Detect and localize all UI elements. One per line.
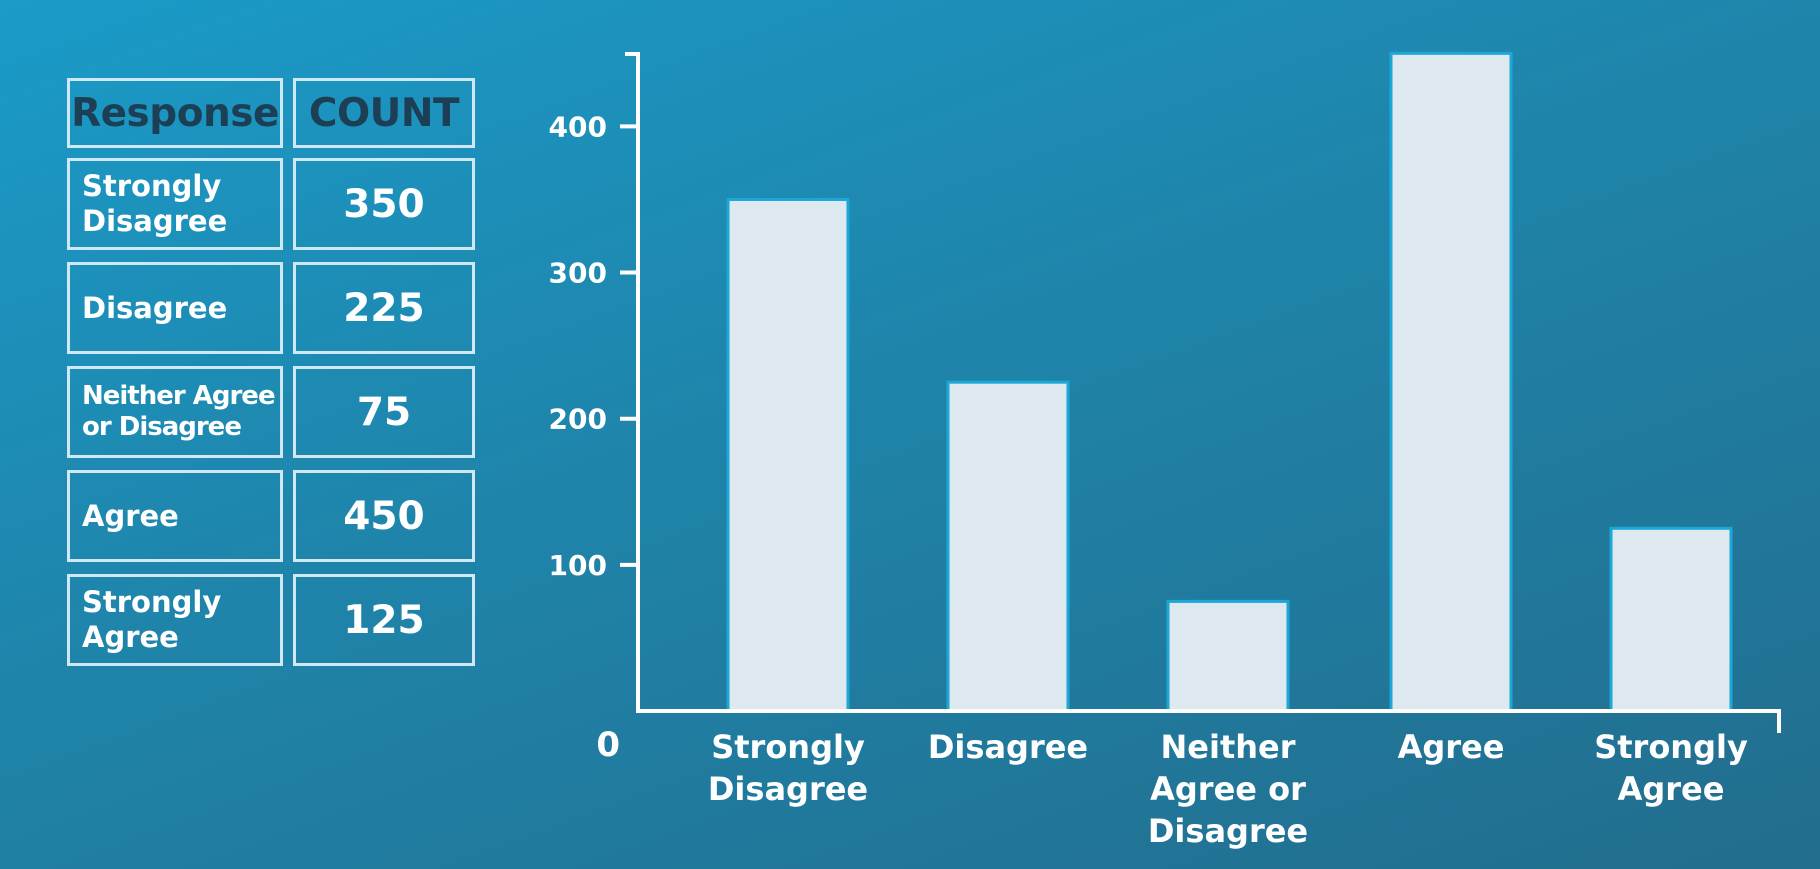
table-row-count: 125: [293, 574, 475, 666]
bar: [726, 197, 850, 713]
y-tick-label: 300: [549, 257, 607, 290]
table-row-count: 350: [293, 158, 475, 250]
table-header-response: Response: [67, 78, 283, 148]
bar: [1389, 51, 1513, 713]
table-row-count: 75: [293, 366, 475, 458]
table-row-response: Strongly Disagree: [67, 158, 283, 250]
bar: [1609, 526, 1733, 713]
y-tick-label: 100: [549, 549, 607, 582]
x-category-label: Strongly Agree: [1594, 728, 1748, 808]
table-row-response: Strongly Agree: [67, 574, 283, 666]
x-category-label: Neither Agree or Disagree: [1148, 728, 1308, 850]
y-tick-label: 0: [596, 725, 620, 765]
x-category-label: Strongly Disagree: [708, 728, 868, 808]
y-tick-label: 400: [549, 110, 607, 143]
table-row-count: 225: [293, 262, 475, 354]
table-row-response: Disagree: [67, 262, 283, 354]
x-category-label: Disagree: [928, 728, 1088, 766]
x-category-label: Agree: [1398, 728, 1505, 766]
table-row-count: 450: [293, 470, 475, 562]
bar: [1166, 599, 1290, 713]
y-tick-label: 200: [549, 403, 607, 436]
table-row-response: Agree: [67, 470, 283, 562]
table-header-count: COUNT: [293, 78, 475, 148]
table-row-response: Neither Agree or Disagree: [67, 366, 283, 458]
chart-axes: [625, 52, 1781, 733]
bar: [946, 380, 1070, 713]
